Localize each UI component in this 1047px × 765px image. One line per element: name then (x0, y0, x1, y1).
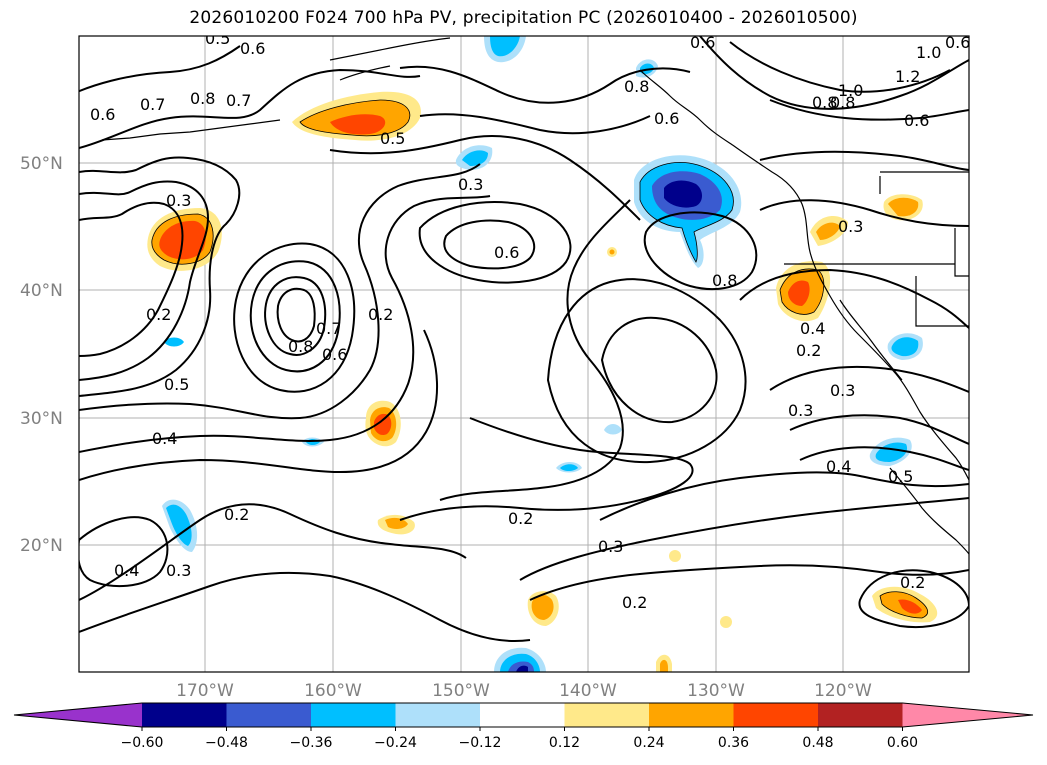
contour-label: 0.5 (164, 375, 189, 394)
contour-label: 0.4 (114, 561, 139, 580)
contour-label: 0.3 (166, 191, 191, 210)
colorbar-segment (480, 703, 565, 727)
contour-label: 0.3 (788, 401, 813, 420)
precip-outline (151, 99, 929, 619)
contour-label: 0.8 (812, 93, 837, 112)
contour-label: 0.6 (240, 39, 265, 58)
lon-label: 170°W (176, 681, 234, 701)
contour-label: 0.2 (224, 505, 249, 524)
colorbar-tick-label: −0.24 (374, 735, 417, 751)
colorbar-tick-label: 0.12 (549, 735, 580, 751)
contour-label: 0.7 (316, 319, 341, 338)
colorbar-segment (564, 703, 650, 727)
lat-label: 40°N (20, 281, 63, 301)
lat-label: 50°N (20, 154, 63, 174)
contour-label: 0.6 (90, 105, 115, 124)
colorbar-segment (395, 703, 481, 727)
contour-label: 0.4 (152, 429, 177, 448)
colorbar-tick-label: 0.36 (718, 735, 749, 751)
contour-label: 0.3 (166, 561, 191, 580)
colorbar-extend-right (902, 703, 1033, 727)
colorbar-segment (142, 703, 227, 727)
longitude-labels: 170°W 160°W 150°W 140°W 130°W 120°W (176, 681, 872, 701)
contour-label: 0.3 (830, 381, 855, 400)
colorbar-tick-label: −0.48 (205, 735, 248, 751)
contour-label: 0.4 (826, 457, 851, 476)
colorbar-segment (226, 703, 312, 727)
contour-label: 0.3 (458, 175, 483, 194)
contour-label: 0.6 (654, 109, 679, 128)
colorbar-segment (818, 703, 903, 727)
contour-label: 0.2 (368, 305, 393, 324)
contour-label: 0.6 (904, 111, 929, 130)
contour-label: 0.2 (796, 341, 821, 360)
contour-label: 0.5 (205, 29, 230, 48)
lon-label: 140°W (559, 681, 617, 701)
contour-label: 0.8 (624, 77, 649, 96)
contour-label: 0.3 (598, 537, 623, 556)
coastlines (101, 37, 969, 555)
colorbar-extend-left (14, 703, 142, 727)
contour-labels: 0.5 0.6 0.6 0.6 0.7 0.7 0.8 0.8 0.6 0.8 … (90, 29, 970, 612)
colorbar-tick-label: −0.60 (121, 735, 164, 751)
contour-label: 0.6 (494, 243, 519, 262)
colorbar-segment (649, 703, 734, 727)
contour-label: 0.8 (712, 271, 737, 290)
latitude-labels: 50°N 40°N 30°N 20°N (20, 154, 63, 556)
contour-label: 1.0 (916, 43, 941, 62)
lon-label: 130°W (687, 681, 745, 701)
contour-label: 0.4 (800, 319, 825, 338)
contour-label: 1.2 (895, 67, 920, 86)
contour-label: 0.6 (690, 33, 715, 52)
contour-label: 0.5 (888, 467, 913, 486)
colorbar-tick-label: 0.48 (802, 735, 833, 751)
lon-label: 160°W (304, 681, 362, 701)
contour-label: 0.6 (322, 345, 347, 364)
colorbar-segment (733, 703, 819, 727)
lon-label: 120°W (814, 681, 872, 701)
contour-label: 0.8 (190, 89, 215, 108)
contour-label: 0.2 (508, 509, 533, 528)
lon-label: 150°W (432, 681, 490, 701)
colorbar: −0.60 −0.48 −0.36 −0.24 −0.12 0.12 0.24 0.36 0.4… (13, 702, 1034, 751)
contour-label: 1.0 (838, 81, 863, 100)
colorbar-segment (311, 703, 396, 727)
contour-label: 0.5 (380, 129, 405, 148)
contour-label: 0.8 (830, 93, 855, 112)
colorbar-tick-label: 0.24 (633, 735, 664, 751)
colorbar-tick-label: 0.60 (887, 735, 918, 751)
contour-label: 0.7 (226, 91, 251, 110)
contour-label: 0.8 (288, 337, 313, 356)
colorbar-tick-label: −0.36 (290, 735, 333, 751)
contour-label: 0.2 (900, 573, 925, 592)
contour-label: 0.2 (146, 305, 171, 324)
plot-frame (78, 35, 970, 673)
lat-label: 30°N (20, 409, 63, 429)
colorbar-tick-label: −0.12 (459, 735, 502, 751)
lat-label: 20°N (20, 536, 63, 556)
contour-label: 0.3 (838, 217, 863, 236)
contour-label: 0.6 (945, 33, 970, 52)
contour-label: 0.2 (622, 593, 647, 612)
map-title: 2026010200 F024 700 hPa PV, precipitatio… (189, 8, 858, 28)
contour-label: 0.7 (140, 95, 165, 114)
